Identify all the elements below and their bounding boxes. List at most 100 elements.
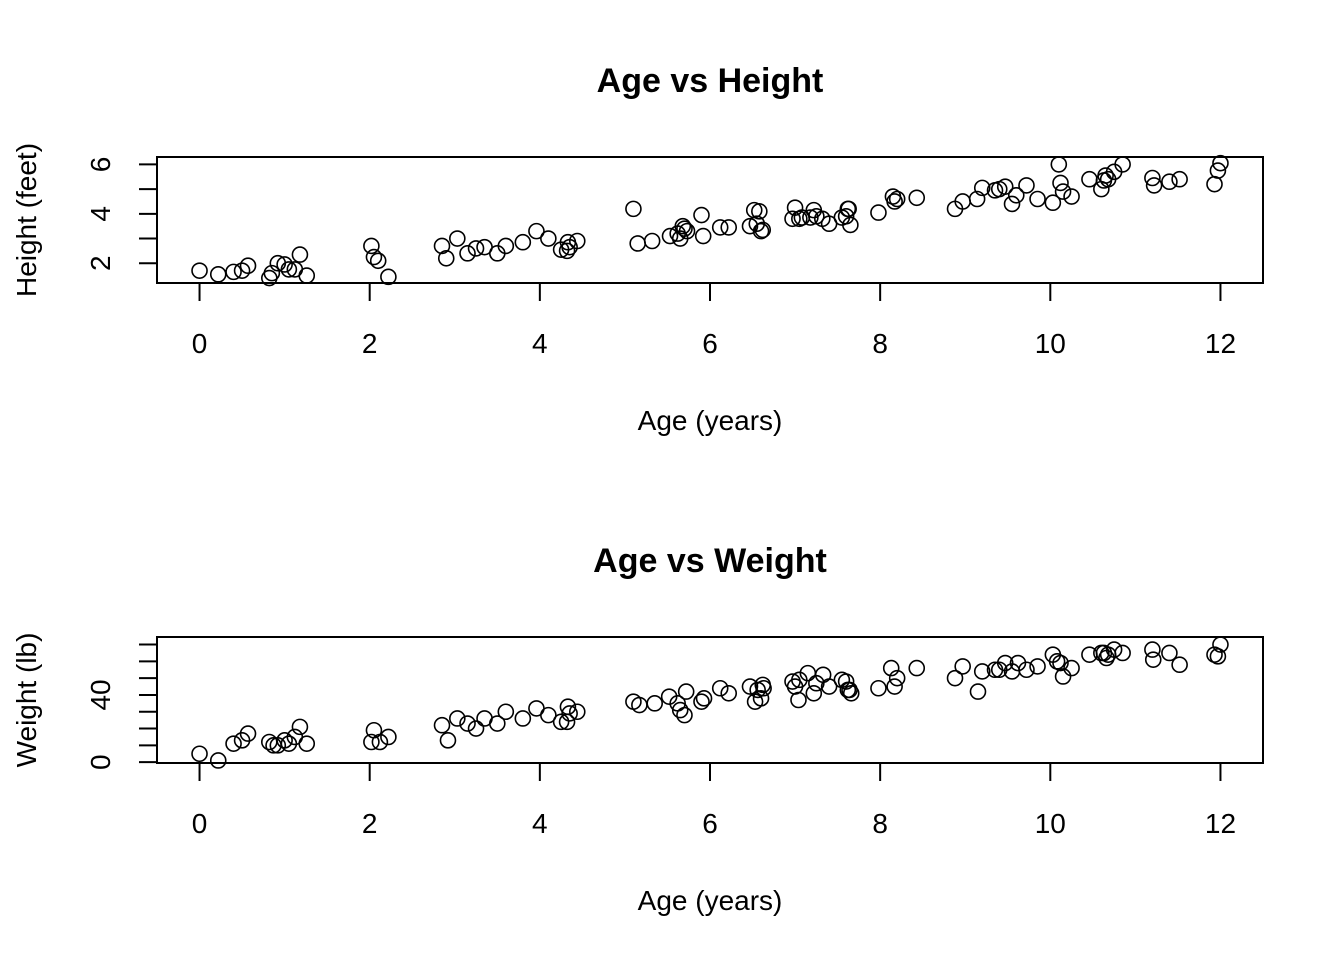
x-tick-label: 6	[702, 808, 718, 839]
data-point	[837, 673, 855, 690]
data-point	[459, 245, 476, 262]
data-point	[449, 710, 466, 727]
x-axis-label-weight: Age (years)	[638, 885, 783, 916]
chart-title-weight: Age vs Weight	[593, 542, 827, 580]
data-point	[552, 713, 570, 731]
data-point	[1018, 177, 1035, 194]
data-point	[1144, 641, 1161, 658]
data-point	[805, 684, 823, 702]
data-point	[371, 733, 389, 751]
data-point	[276, 256, 293, 273]
y-axis-label-height: Height (feet)	[11, 143, 42, 297]
data-point	[888, 669, 906, 687]
data-point	[514, 710, 532, 727]
data-point	[1007, 186, 1025, 204]
x-axis-label-height: Age (years)	[638, 405, 783, 436]
data-point	[720, 684, 738, 702]
x-tick-label: 12	[1205, 328, 1236, 359]
data-point	[802, 209, 819, 226]
data-point	[954, 658, 971, 675]
data-point	[449, 230, 466, 247]
y-axis-height: 2 4 6	[85, 157, 157, 271]
data-point	[674, 217, 692, 235]
data-point	[841, 681, 858, 699]
y-tick-label: 0	[85, 754, 116, 770]
data-point	[225, 263, 242, 281]
data-point	[840, 200, 857, 218]
data-point	[1052, 174, 1069, 192]
data-point	[1044, 194, 1062, 212]
data-point	[973, 663, 991, 680]
data-point	[365, 248, 383, 266]
data-point	[540, 230, 557, 247]
data-point	[497, 237, 515, 255]
data-point	[1050, 156, 1068, 173]
data-point	[1212, 154, 1229, 172]
data-point	[1209, 648, 1227, 665]
data-point	[625, 200, 642, 218]
y-tick-label: 2	[85, 255, 116, 271]
data-point	[671, 701, 689, 719]
data-point	[693, 693, 710, 710]
data-point	[1171, 170, 1188, 188]
data-point	[233, 262, 251, 279]
data-point	[298, 735, 316, 752]
x-tick-label: 0	[192, 808, 208, 839]
data-point	[888, 190, 906, 208]
data-point	[280, 261, 298, 278]
data-point	[678, 222, 696, 240]
data-point	[755, 679, 772, 697]
data-point	[191, 262, 208, 279]
data-point	[291, 246, 309, 263]
data-point	[1144, 169, 1161, 187]
data-point	[380, 728, 397, 746]
data-point	[439, 732, 457, 749]
x-tick-label: 10	[1035, 328, 1066, 359]
x-tick-label: 0	[192, 328, 208, 359]
data-point	[629, 235, 646, 252]
data-point	[842, 216, 859, 234]
x-axis-height: 0 2 4 6 8 10 12	[192, 283, 1236, 359]
data-point	[646, 695, 664, 712]
data-point	[433, 716, 451, 734]
x-tick-label: 12	[1205, 808, 1236, 839]
data-point	[754, 221, 772, 239]
data-point	[225, 735, 242, 752]
data-point	[677, 683, 695, 700]
data-point	[1105, 641, 1123, 658]
data-point	[695, 690, 713, 707]
data-point	[558, 242, 576, 260]
weight-panel: Age vs Weight Age (years) Weight (lb) 0 2…	[11, 542, 1264, 916]
y-tick-label: 4	[85, 206, 116, 222]
data-point	[437, 249, 455, 267]
data-point	[1161, 173, 1178, 191]
data-point	[467, 240, 485, 257]
data-point	[720, 219, 738, 236]
data-point	[1063, 188, 1080, 205]
data-point	[298, 267, 316, 284]
data-point	[1018, 661, 1035, 679]
data-point	[568, 232, 586, 250]
data-point	[1054, 668, 1072, 685]
y-tick-label: 40	[85, 679, 116, 710]
data-point	[870, 204, 887, 221]
x-axis-weight: 0 2 4 6 8 10 12	[192, 763, 1236, 839]
data-point	[886, 678, 903, 695]
data-point	[694, 227, 712, 245]
data-point	[433, 237, 451, 255]
x-tick-label: 6	[702, 328, 718, 359]
data-point	[1054, 183, 1072, 200]
data-point	[467, 720, 485, 737]
data-point	[1161, 644, 1178, 662]
x-tick-label: 2	[362, 808, 378, 839]
y-axis-label-weight: Weight (lb)	[11, 633, 42, 768]
data-point	[497, 703, 515, 721]
data-point	[1052, 654, 1069, 672]
data-point	[239, 257, 257, 275]
data-point	[1209, 162, 1227, 179]
data-point	[886, 193, 903, 210]
data-point	[489, 715, 506, 732]
x-tick-label: 8	[872, 808, 888, 839]
x-tick-label: 4	[532, 328, 548, 359]
